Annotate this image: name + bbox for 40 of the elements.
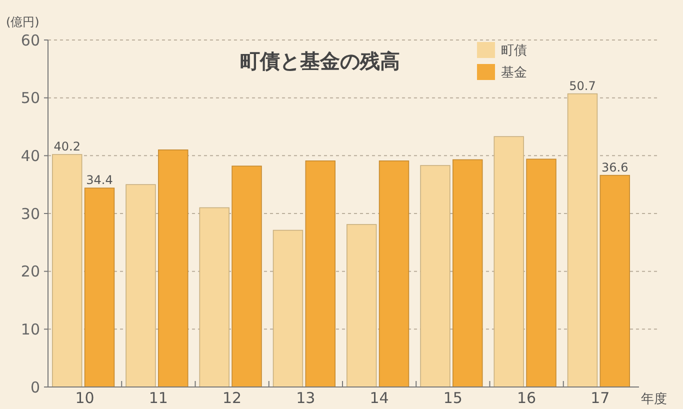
y-tick-label: 20 [20,262,40,281]
bar [84,188,115,388]
bar [420,165,450,388]
bar [526,158,556,388]
bar [272,230,304,388]
x-tick-label: 17 [590,389,610,407]
bar [305,160,336,388]
y-tick-label: 50 [20,89,40,108]
data-label: 36.6 [602,160,628,174]
bar [452,159,483,388]
bar [600,174,630,388]
bar [346,224,377,388]
y-tick-label: 0 [30,378,40,396]
x-axis-title: 年度 [641,391,667,407]
bar [126,184,156,388]
bar [378,160,410,388]
bar [158,149,188,388]
data-label: 34.4 [86,173,113,188]
x-tick-label: 16 [517,389,536,407]
x-tick-label: 10 [75,389,94,407]
bar [199,207,230,388]
y-tick-label: 40 [20,146,40,165]
x-tick-label: 11 [148,389,168,407]
bar [52,154,82,388]
y-tick-label: 60 [20,31,40,50]
x-tick-label: 13 [296,389,316,407]
x-tick-label: 14 [370,389,389,407]
legend-label: 町債 [501,44,527,59]
legend-label: 基金 [501,66,527,81]
bar [494,136,524,388]
text: 町債と基金の残高 [240,49,400,73]
bar [232,166,262,388]
data-label: 40.2 [54,140,80,154]
y-axis-title: (億円) [6,15,40,29]
y-tick-label: 30 [20,204,40,223]
bar [567,93,598,388]
data-label: 50.7 [569,78,596,93]
x-tick-label: 15 [443,389,462,407]
x-tick-label: 12 [222,389,242,407]
y-tick-label: 10 [20,320,40,338]
